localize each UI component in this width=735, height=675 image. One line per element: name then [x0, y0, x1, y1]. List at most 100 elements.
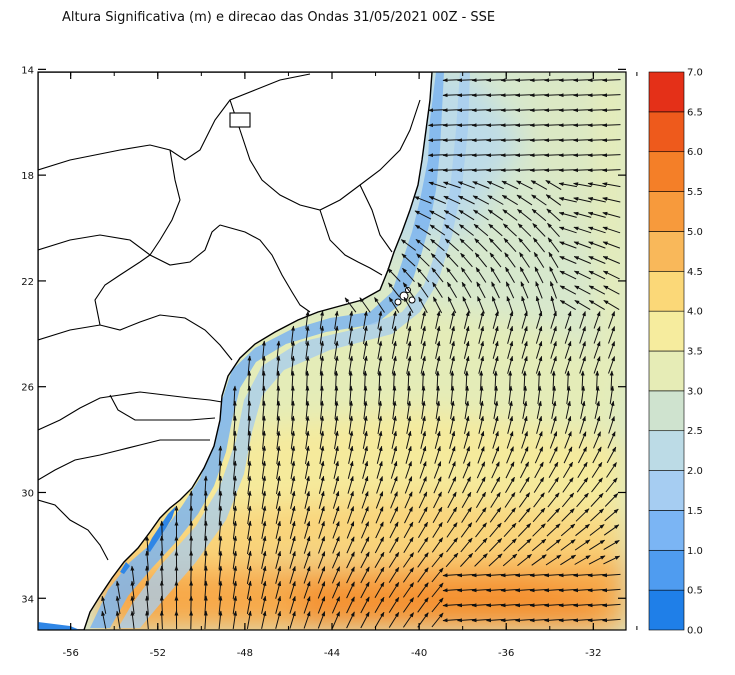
wave-direction-arrow [400, 239, 417, 251]
wave-direction-arrow [360, 551, 370, 569]
wave-direction-arrow [519, 461, 530, 479]
colorbar-label: 4.0 [687, 307, 703, 318]
wave-direction-arrow [449, 310, 455, 329]
wave-direction-arrow [492, 430, 499, 449]
wave-direction-arrow [533, 492, 545, 508]
wave-direction-arrow [318, 490, 325, 509]
wave-direction-arrow [261, 580, 267, 599]
wave-direction-arrow [561, 492, 575, 508]
wave-direction-arrow [547, 492, 560, 508]
wave-direction-arrows [101, 78, 621, 630]
wave-direction-arrow [487, 195, 504, 205]
wave-direction-arrow [331, 551, 341, 569]
wave-direction-arrow [290, 490, 296, 509]
wave-direction-arrow [388, 282, 400, 298]
wave-direction-arrow [431, 582, 444, 598]
wave-direction-arrow [531, 554, 547, 566]
colorbar-swatch [648, 71, 685, 113]
wave-direction-arrow [431, 537, 444, 553]
wave-direction-arrow [461, 281, 472, 299]
wave-direction-arrow [416, 253, 430, 267]
wave-direction-arrow [562, 477, 574, 493]
wave-direction-arrow [261, 535, 267, 554]
wave-direction-arrow [460, 537, 473, 553]
wave-direction-arrow [388, 296, 400, 313]
wave-direction-arrow [360, 581, 370, 599]
wave-direction-arrow [475, 491, 487, 508]
wave-direction-arrow [559, 270, 577, 280]
wave-direction-arrow [402, 267, 415, 283]
wave-direction-arrow [532, 523, 546, 537]
wave-direction-arrow [429, 210, 446, 220]
lat-tick-label: 14 [21, 65, 34, 76]
wave-direction-arrow [516, 194, 533, 206]
wave-direction-arrow [531, 538, 547, 552]
wave-direction-arrow [387, 268, 401, 282]
wave-direction-arrow [591, 461, 603, 478]
wave-direction-arrow [504, 492, 516, 508]
wave-direction-arrow [574, 299, 591, 311]
wave-direction-arrow [533, 237, 545, 253]
wave-direction-arrow [402, 282, 415, 298]
wave-direction-arrow [159, 610, 164, 630]
wave-direction-arrow [290, 475, 296, 494]
wave-direction-arrow [602, 168, 621, 173]
wave-direction-arrow [559, 285, 577, 295]
wave-direction-arrow [507, 340, 514, 359]
wave-direction-arrow [547, 222, 560, 238]
wave-direction-arrow [490, 476, 501, 494]
wave-direction-arrow [333, 460, 339, 479]
wave-direction-arrow [505, 266, 515, 284]
wave-direction-arrow [546, 208, 561, 222]
wave-direction-arrow [602, 618, 621, 623]
wave-direction-arrow [476, 281, 486, 299]
wave-direction-arrow [609, 400, 615, 419]
wave-direction-arrow [319, 445, 325, 464]
wave-direction-arrow [446, 537, 458, 553]
wave-direction-arrow [374, 596, 385, 614]
wave-direction-arrow [303, 535, 311, 554]
wave-direction-arrow [478, 310, 485, 329]
wave-direction-arrow [477, 430, 485, 449]
wave-direction-arrow [435, 340, 441, 359]
wave-direction-arrow [361, 475, 369, 494]
wave-direction-arrow [448, 446, 456, 464]
wave-direction-arrow [592, 446, 602, 464]
land-mass [38, 72, 433, 630]
wave-direction-arrow [550, 340, 557, 359]
wave-direction-arrow [593, 341, 601, 359]
wave-direction-arrow [404, 476, 413, 494]
wave-direction-arrow [474, 238, 488, 252]
wave-direction-arrow [492, 415, 499, 434]
wave-direction-arrow [535, 431, 543, 449]
wave-direction-arrow [333, 475, 340, 494]
wave-direction-arrow [493, 400, 499, 419]
wave-direction-arrow [550, 310, 557, 329]
wave-direction-arrow [362, 460, 369, 479]
wave-direction-arrow [418, 506, 428, 524]
wave-direction-arrow [401, 253, 416, 267]
wave-direction-arrow [304, 520, 311, 539]
wave-direction-arrow [464, 400, 470, 419]
wave-direction-arrow [602, 270, 620, 280]
wave-direction-arrow [331, 581, 341, 599]
wave-direction-arrow [478, 325, 485, 344]
wave-direction-arrow [559, 256, 577, 264]
wave-direction-arrow [431, 612, 444, 628]
wave-direction-arrow [488, 238, 503, 252]
wave-direction-arrow [593, 431, 601, 449]
wave-direction-arrow [594, 400, 600, 419]
wave-direction-arrow [563, 446, 573, 464]
wave-direction-arrow [460, 553, 473, 567]
wave-direction-arrow [317, 551, 326, 569]
wave-direction-arrow [605, 477, 618, 493]
wave-direction-arrow [218, 610, 223, 630]
wave-direction-arrow [391, 325, 397, 344]
chart-title: Altura Significativa (m) e direcao das O… [62, 10, 496, 25]
wave-direction-arrow [375, 491, 384, 509]
wave-direction-arrow [474, 537, 488, 553]
wave-direction-arrow [417, 567, 429, 583]
wave-direction-arrow [461, 506, 472, 523]
wave-direction-arrow [546, 539, 561, 551]
wave-direction-arrow [604, 508, 619, 522]
